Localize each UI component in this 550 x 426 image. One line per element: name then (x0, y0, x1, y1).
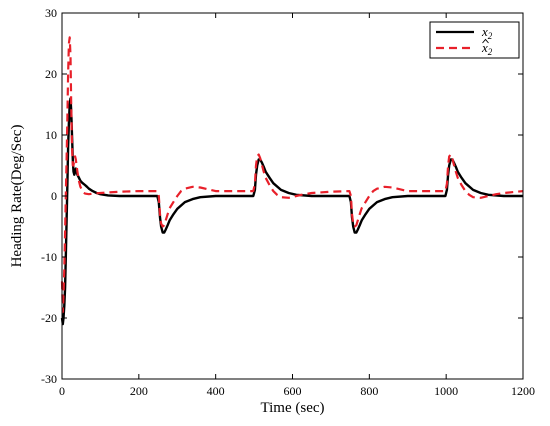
series-layer (60, 36, 524, 326)
legend-box (429, 21, 520, 59)
y-tick-label: -10 (41, 250, 57, 264)
x-tick-label: 200 (130, 384, 148, 398)
x-axis-title: Time (sec) (260, 400, 324, 416)
series-line-0 (60, 97, 523, 326)
x-tick-label: 600 (284, 384, 302, 398)
y-tick-label: 20 (45, 67, 57, 81)
x-tick-label: 1000 (434, 384, 458, 398)
y-tick-label: -20 (41, 311, 57, 325)
x-tick-label: 800 (360, 384, 378, 398)
y-tick-label: 30 (45, 6, 57, 20)
legend-label-0: x2 (481, 24, 493, 41)
hat-accent-icon (482, 38, 489, 44)
x-tick-label: 1200 (511, 384, 535, 398)
y-tick-label: 10 (45, 128, 57, 142)
x-tick-label: 0 (59, 384, 65, 398)
series-line-1 (60, 36, 524, 313)
ticks-layer: 0 200 400 600 800 1000 1200 -30 -20 -10 0 10 20 30 (41, 6, 535, 398)
y-tick-label: -30 (41, 372, 57, 386)
y-axis-title: Heading Rate(Deg/Sec) (9, 125, 25, 268)
y-tick-label: 0 (51, 189, 57, 203)
x-tick-label: 400 (207, 384, 225, 398)
legend-label-1: x2 (481, 40, 493, 57)
